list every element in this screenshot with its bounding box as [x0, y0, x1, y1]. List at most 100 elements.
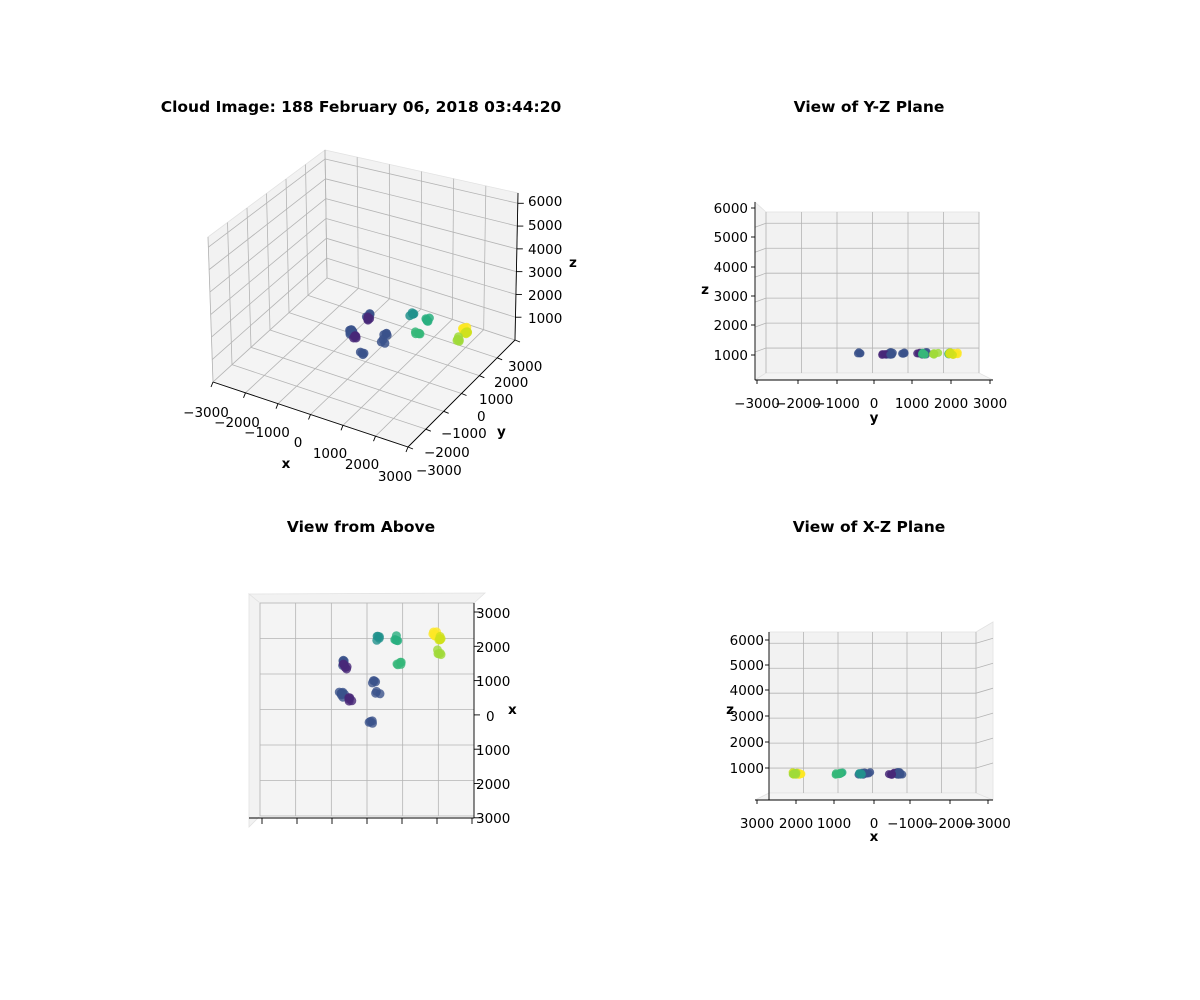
z-tick-label: 4000	[714, 260, 748, 276]
scatter-point	[393, 660, 403, 670]
pane-top-strip	[247, 592, 487, 604]
grid-line	[209, 198, 327, 293]
x-tick	[340, 425, 344, 431]
x-tick-label: −2000	[927, 816, 973, 832]
y-tick-label: −1000	[814, 396, 860, 412]
y-axis-label: y	[870, 410, 879, 426]
grid-line	[207, 236, 214, 383]
x-tick-label: 2000	[345, 457, 379, 473]
x-tick-label: 0	[870, 816, 879, 832]
grid-line	[326, 257, 516, 318]
scatter-point	[452, 335, 462, 345]
ticks-xz	[756, 639, 989, 804]
z-tick-label: 5000	[714, 230, 748, 246]
scatter-point	[886, 350, 895, 359]
x-tick-label: 2000	[476, 640, 510, 656]
grid-line	[266, 193, 271, 331]
grid-line	[975, 737, 994, 744]
x-tick	[210, 381, 214, 388]
y-tick-label: −2000	[424, 445, 470, 461]
scatter-point	[372, 635, 382, 645]
scatter-point	[435, 634, 445, 644]
grid-line	[307, 294, 498, 359]
scatter-point	[895, 768, 903, 777]
grid-line	[483, 185, 487, 330]
y-tick	[443, 410, 449, 414]
grid-line	[754, 272, 767, 278]
x-tick-label: 3000	[476, 606, 510, 622]
grid-line	[325, 218, 517, 273]
x-tick-label: −3000	[965, 816, 1011, 832]
y-tick-label: −1000	[441, 426, 487, 442]
grid-line	[285, 178, 290, 313]
scatter-point	[337, 688, 347, 698]
panel-xz: View of X-Z Plane 3000 2000 1000 0 −1000…	[726, 518, 1011, 845]
pane-left-strip	[248, 593, 261, 828]
y-tick-label: −2000	[775, 396, 821, 412]
grid-line	[975, 637, 994, 644]
ticks-perspective	[210, 202, 524, 453]
x-axis-label: x	[508, 702, 517, 718]
x-tick-label: −2000	[214, 415, 260, 431]
x-tick	[405, 446, 409, 453]
scatter-point	[900, 348, 909, 357]
z-tick-label: 6000	[528, 194, 562, 210]
z-tick-label: 4000	[730, 683, 764, 699]
grid-line	[754, 222, 767, 228]
z-tick-label: 5000	[528, 218, 562, 234]
grid-line	[975, 762, 994, 769]
scatter-point	[351, 333, 361, 343]
z-tick-label: 3000	[730, 709, 764, 725]
scatter-point	[792, 770, 800, 779]
y-tick-label: 0	[477, 409, 486, 425]
grid-line	[325, 158, 518, 204]
x-axis-label: x	[282, 456, 291, 472]
z-axis-label: z	[569, 255, 577, 271]
grid-line	[325, 198, 517, 250]
scatter-point	[884, 770, 893, 779]
y-tick-label: −3000	[416, 463, 462, 479]
z-tick-label: 1000	[730, 761, 764, 777]
panel-perspective: Cloud Image: 188 February 06, 2018 03:44…	[161, 98, 577, 485]
x-tick-label: 1000	[313, 446, 347, 462]
x-tick-label: 2000	[476, 777, 510, 793]
scatter-point	[411, 329, 421, 339]
x-tick-label: 3000	[378, 469, 412, 485]
x-tick-label: −1000	[244, 425, 290, 441]
pane-left	[754, 201, 767, 381]
x-tick	[308, 414, 311, 420]
y-tick	[496, 357, 503, 361]
y-tick-label: 3000	[508, 359, 542, 375]
x-tick-label: 1000	[476, 743, 510, 759]
scatter-point	[369, 676, 379, 686]
grid-line	[208, 178, 326, 270]
z-axis-label: z	[726, 702, 734, 718]
grid-line	[325, 178, 518, 227]
y-axis-label: y	[497, 424, 506, 440]
scatter-point	[363, 313, 373, 323]
scatter-point	[854, 348, 863, 357]
pane-floor	[754, 792, 994, 801]
x-tick-label: 2000	[779, 816, 813, 832]
z-tick-label: 4000	[528, 242, 562, 258]
scatter-point	[878, 350, 887, 359]
z-tick-label: 5000	[730, 658, 764, 674]
x-tick-label: 3000	[740, 816, 774, 832]
scatter-point	[857, 770, 866, 779]
grid-line	[975, 662, 994, 669]
z-tick-label: 2000	[528, 288, 562, 304]
grid-line	[754, 347, 767, 353]
y-tick-label: 1000	[895, 396, 929, 412]
x-tick-label: 3000	[476, 811, 510, 827]
grid-line	[324, 149, 328, 279]
y-tick	[479, 375, 485, 379]
scatter-point	[371, 688, 381, 698]
y-tick-label: −3000	[734, 396, 780, 412]
x-tick	[275, 403, 279, 409]
grid-line	[211, 238, 327, 338]
scatter-point	[364, 717, 374, 727]
pane-floor	[753, 372, 994, 381]
y-tick	[461, 393, 467, 396]
ticks-yz	[751, 207, 991, 384]
